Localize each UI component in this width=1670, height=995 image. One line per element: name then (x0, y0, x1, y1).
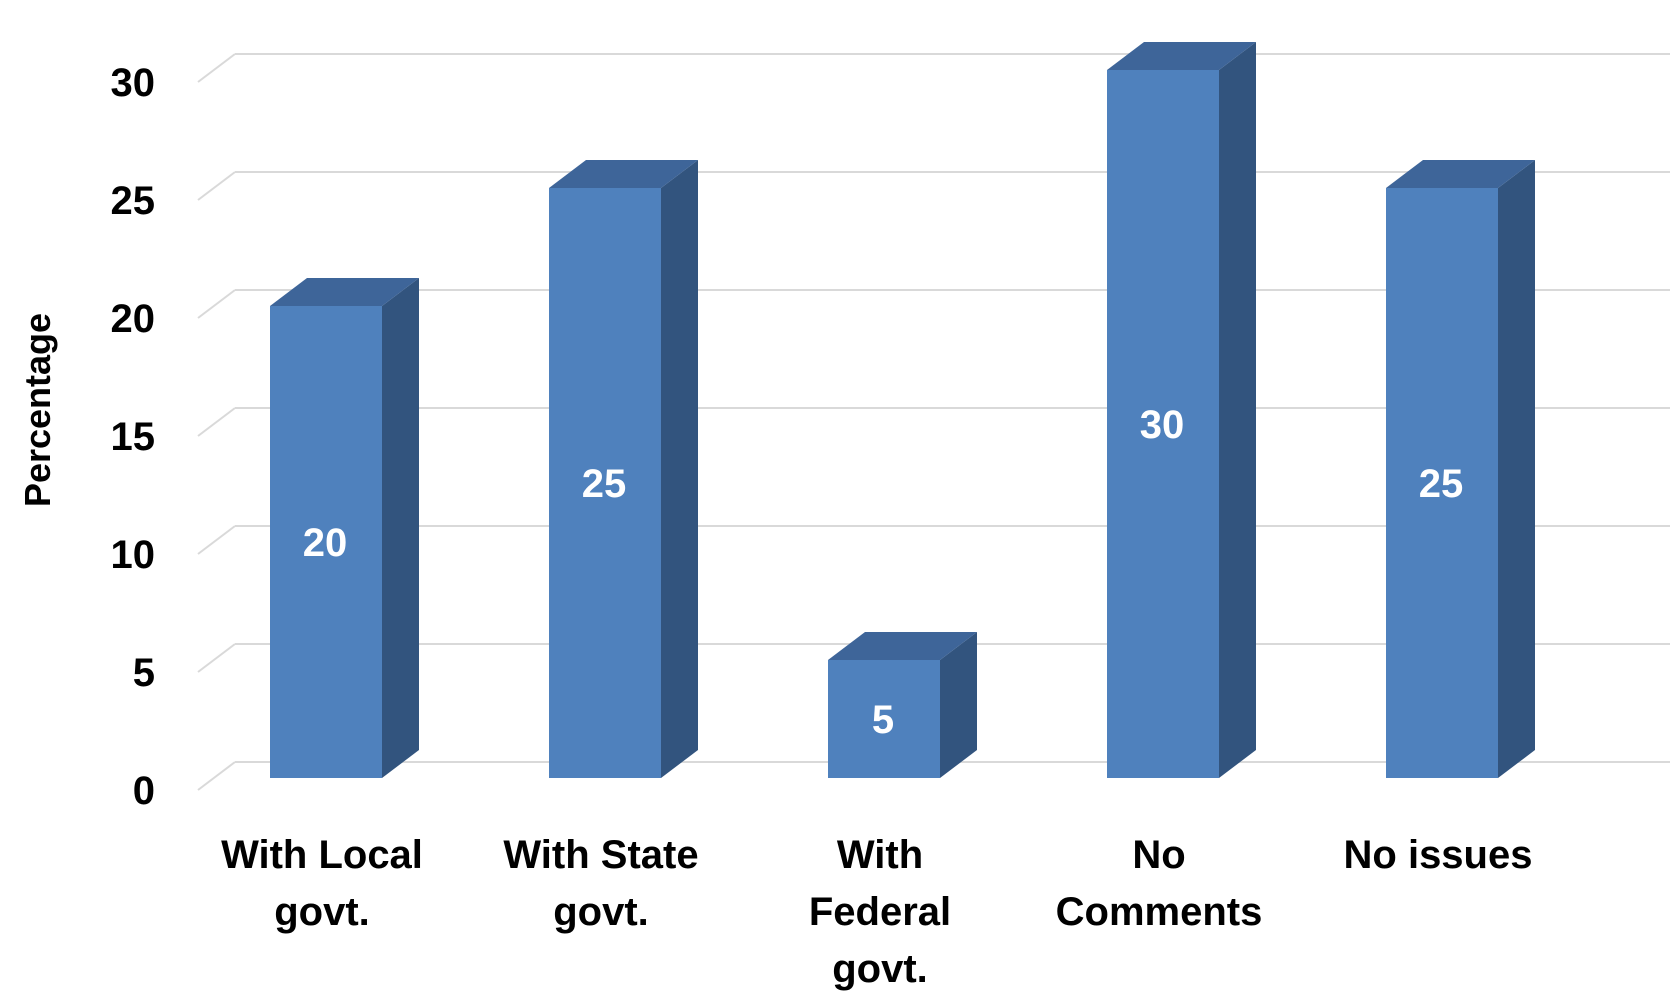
y-tick-label: 15 (111, 415, 156, 459)
bar-top-face (270, 278, 419, 306)
x-category-label: No Comments (1056, 833, 1263, 934)
x-category-label: With State govt. (503, 833, 698, 934)
x-category-label: With Local govt. (221, 833, 423, 934)
bar: 25 (1386, 160, 1535, 778)
bar-side-face (1219, 42, 1256, 778)
gridline-diagonal (197, 407, 236, 437)
bar-front-face (1386, 188, 1498, 778)
gridline-diagonal (197, 289, 236, 319)
y-tick-label: 5 (133, 651, 155, 695)
data-label: 30 (1140, 403, 1185, 447)
y-axis-ticks: 0 5 10 15 20 25 30 (111, 61, 156, 813)
x-axis-categories: With Local govt. With State govt. With Federa… (221, 833, 1532, 991)
y-axis-title: Percentage (17, 313, 58, 507)
gridline-diagonal (197, 53, 236, 83)
bar: 5 (828, 632, 977, 778)
data-label: 20 (303, 521, 348, 565)
y-tick-label: 30 (111, 61, 156, 105)
bar: 25 (549, 160, 698, 778)
bar-side-face (940, 632, 977, 778)
y-tick-label: 0 (133, 769, 155, 813)
bar-top-face (1386, 160, 1535, 188)
y-tick-label: 25 (111, 179, 156, 223)
bar-side-face (661, 160, 698, 778)
y-tick-label: 20 (111, 297, 156, 341)
x-category-label: With Federal govt. (809, 833, 951, 991)
bar: 30 (1107, 42, 1256, 778)
bar-front-face (270, 306, 382, 778)
bar-side-face (382, 278, 419, 778)
x-category-label: No issues (1344, 833, 1533, 877)
gridline-diagonal (197, 643, 236, 673)
data-label: 25 (582, 462, 627, 506)
gridline-diagonal (197, 525, 236, 555)
gridline-diagonal (197, 171, 236, 201)
gridline-diagonal (197, 761, 236, 791)
data-label: 5 (872, 698, 894, 742)
bar-front-face (828, 660, 940, 778)
bar-front-face (549, 188, 661, 778)
bar: 20 (270, 278, 419, 778)
bar-side-face (1498, 160, 1535, 778)
bar-front-face (1107, 70, 1219, 778)
bar-top-face (549, 160, 698, 188)
y-tick-label: 10 (111, 533, 156, 577)
bar-top-face (828, 632, 977, 660)
data-label: 25 (1419, 462, 1464, 506)
bar-top-face (1107, 42, 1256, 70)
bars: 20 25 5 30 25 (270, 42, 1535, 778)
